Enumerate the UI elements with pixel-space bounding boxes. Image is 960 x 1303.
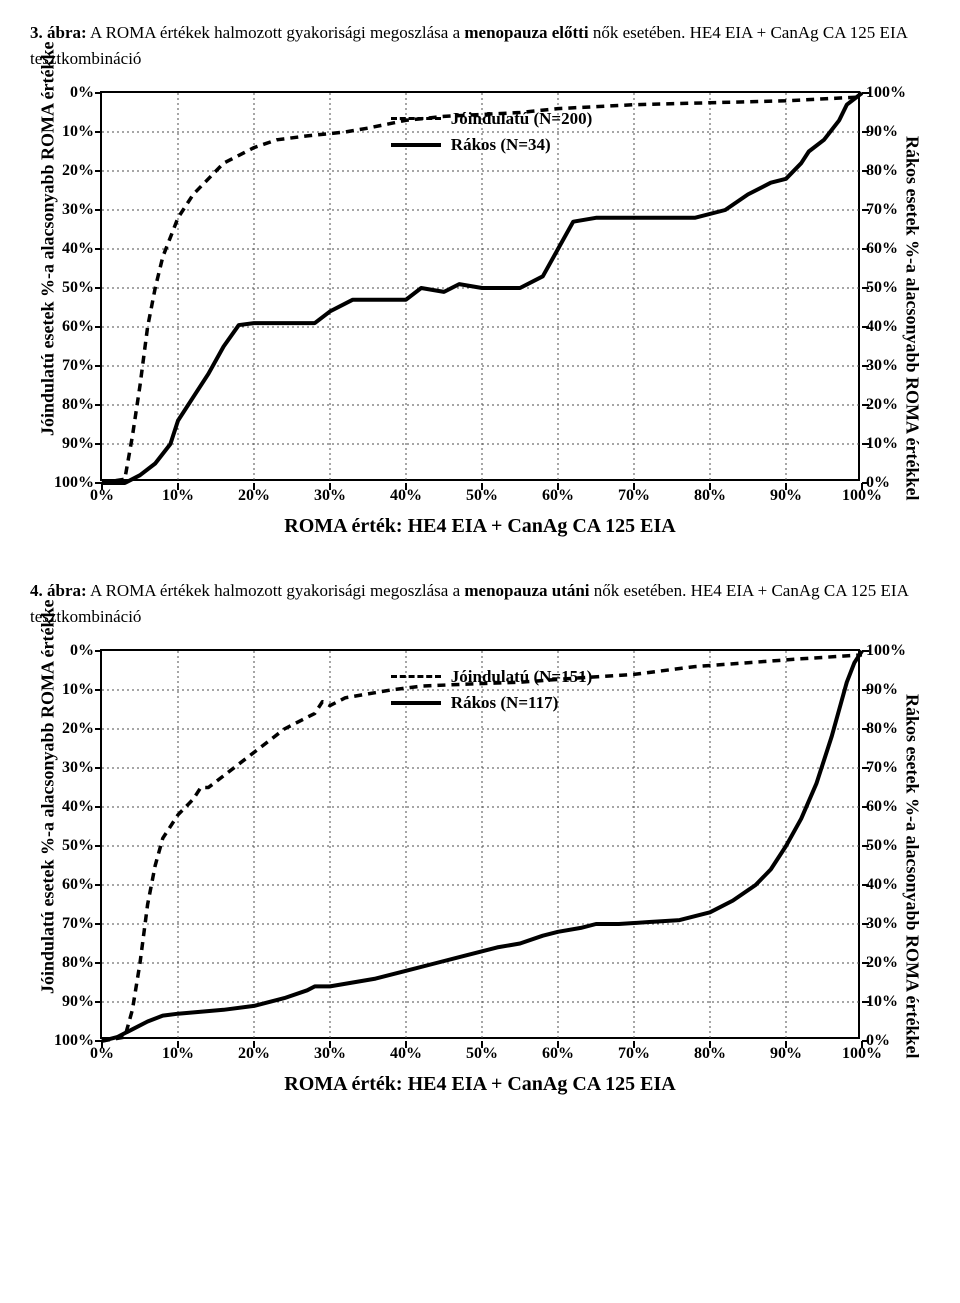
y-tick-left: 60% [62, 876, 94, 894]
y-tick-right: 30% [866, 357, 898, 375]
caption-label: 4. ábra: [30, 581, 87, 600]
y-tick-right: 20% [866, 954, 898, 972]
y-axis-label-right: Rákos esetek %-a alacsonyabb ROMA értékk… [902, 136, 923, 436]
y-tick-left: 20% [62, 162, 94, 180]
y-axis-label-left: Jóindulatú esetek %-a alacsonyabb ROMA é… [38, 136, 59, 436]
x-tick: 30% [314, 487, 346, 505]
x-axis-label: ROMA érték: HE4 EIA + CanAg CA 125 EIA [100, 1073, 860, 1096]
caption-part: A ROMA értékek halmozott gyakorisági meg… [87, 23, 465, 42]
x-tick: 80% [694, 1045, 726, 1063]
y-tick-right: 90% [866, 681, 898, 699]
y-tick-left: 60% [62, 318, 94, 336]
legend-item: Rákos (N=117) [391, 693, 592, 713]
y-tick-right: 90% [866, 123, 898, 141]
x-tick: 60% [542, 487, 574, 505]
y-tick-right: 100% [866, 84, 906, 102]
y-tick-left: 30% [62, 201, 94, 219]
x-axis-label: ROMA érték: HE4 EIA + CanAg CA 125 EIA [100, 515, 860, 538]
y-tick-left: 50% [62, 837, 94, 855]
x-tick: 10% [162, 1045, 194, 1063]
y-tick-left: 80% [62, 954, 94, 972]
y-tick-right: 80% [866, 720, 898, 738]
legend-label: Rákos (N=117) [451, 693, 558, 713]
legend-swatch [391, 117, 441, 120]
y-tick-right: 80% [866, 162, 898, 180]
y-tick-left: 70% [62, 357, 94, 375]
legend-label: Jóindulatú (N=151) [451, 667, 592, 687]
x-tick: 60% [542, 1045, 574, 1063]
y-tick-left: 90% [62, 435, 94, 453]
legend-label: Jóindulatú (N=200) [451, 109, 592, 129]
y-tick-left: 30% [62, 759, 94, 777]
y-tick-right: 10% [866, 435, 898, 453]
y-tick-left: 70% [62, 915, 94, 933]
x-tick: 40% [390, 1045, 422, 1063]
x-tick: 40% [390, 487, 422, 505]
y-tick-right: 100% [866, 642, 906, 660]
legend-swatch [391, 701, 441, 705]
y-tick-right: 70% [866, 201, 898, 219]
figure-1-caption: 3. ábra: A ROMA értékek halmozott gyakor… [30, 20, 930, 71]
legend-label: Rákos (N=34) [451, 135, 551, 155]
y-tick-left: 100% [54, 1032, 94, 1050]
legend-swatch [391, 143, 441, 147]
x-tick: 0% [90, 487, 114, 505]
legend-swatch [391, 675, 441, 678]
legend-item: Rákos (N=34) [391, 135, 592, 155]
x-tick: 20% [238, 1045, 270, 1063]
y-tick-left: 50% [62, 279, 94, 297]
caption-emph: menopauza előtti [464, 23, 588, 42]
y-tick-right: 60% [866, 798, 898, 816]
y-tick-right: 40% [866, 876, 898, 894]
plot-area: 0%10%20%30%40%50%60%70%80%90%100%100%90%… [100, 649, 860, 1039]
y-tick-right: 20% [866, 396, 898, 414]
y-tick-left: 40% [62, 798, 94, 816]
y-tick-left: 40% [62, 240, 94, 258]
x-tick: 20% [238, 487, 270, 505]
caption-emph: menopauza utáni [464, 581, 589, 600]
x-tick: 10% [162, 487, 194, 505]
y-tick-right: 60% [866, 240, 898, 258]
y-tick-left: 80% [62, 396, 94, 414]
figure-2-caption: 4. ábra: A ROMA értékek halmozott gyakor… [30, 578, 930, 629]
legend: Jóindulatú (N=200) Rákos (N=34) [391, 109, 592, 161]
x-tick: 50% [466, 487, 498, 505]
x-tick: 70% [618, 1045, 650, 1063]
caption-part: A ROMA értékek halmozott gyakorisági meg… [87, 581, 465, 600]
x-tick: 0% [90, 1045, 114, 1063]
caption-label: 3. ábra: [30, 23, 87, 42]
y-tick-right: 40% [866, 318, 898, 336]
legend-item: Jóindulatú (N=151) [391, 667, 592, 687]
y-tick-right: 10% [866, 993, 898, 1011]
figure-2: 0% 10% 20% 30% 40% 50% 60% 70% 80% 90% 100% 100% 90%… [30, 649, 930, 1096]
x-tick: 90% [770, 487, 802, 505]
plot-area: 0%10%20%30%40%50%60%70%80%90%100%100%90%… [100, 91, 860, 481]
x-tick: 80% [694, 487, 726, 505]
legend: Jóindulatú (N=151) Rákos (N=117) [391, 667, 592, 719]
x-tick: 50% [466, 1045, 498, 1063]
y-tick-right: 50% [866, 279, 898, 297]
y-axis-label-right: Rákos esetek %-a alacsonyabb ROMA értékk… [902, 694, 923, 994]
y-tick-left: 100% [54, 474, 94, 492]
y-tick-left: 10% [62, 123, 94, 141]
y-tick-right: 30% [866, 915, 898, 933]
x-tick: 70% [618, 487, 650, 505]
y-tick-right: 70% [866, 759, 898, 777]
figure-1: 0% 10% 20% 30% 40% 50% 60% 70% 80% 90% 100% 100% 90%… [30, 91, 930, 538]
x-tick: 100% [842, 1045, 882, 1063]
y-tick-left: 0% [70, 642, 94, 660]
x-tick: 90% [770, 1045, 802, 1063]
y-tick-left: 90% [62, 993, 94, 1011]
y-axis-label-left: Jóindulatú esetek %-a alacsonyabb ROMA é… [38, 694, 59, 994]
x-tick: 100% [842, 487, 882, 505]
x-tick: 30% [314, 1045, 346, 1063]
y-tick-left: 10% [62, 681, 94, 699]
y-tick-left: 20% [62, 720, 94, 738]
figure-2-chart: 0%10%20%30%40%50%60%70%80%90%100%100%90%… [100, 649, 860, 1096]
y-tick-left: 0% [70, 84, 94, 102]
legend-item: Jóindulatú (N=200) [391, 109, 592, 129]
figure-1-chart: 0%10%20%30%40%50%60%70%80%90%100%100%90%… [100, 91, 860, 538]
y-tick-right: 50% [866, 837, 898, 855]
